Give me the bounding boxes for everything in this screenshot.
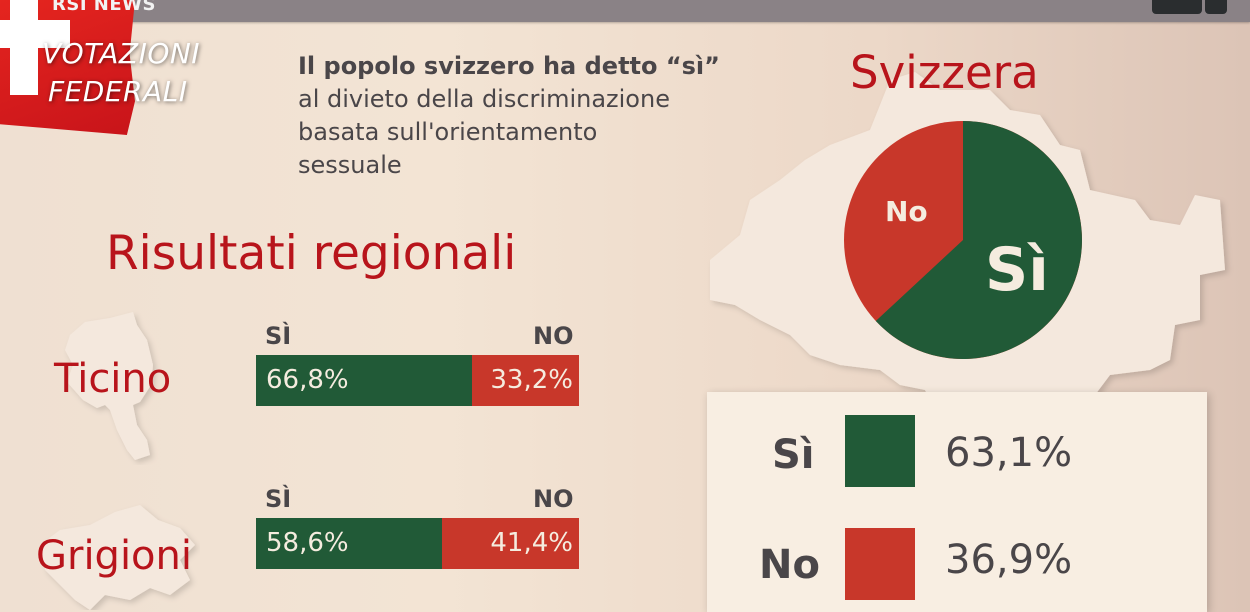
national-legend: Sì 63,1% No 36,9% bbox=[707, 392, 1207, 612]
grigioni-map-icon bbox=[40, 505, 195, 610]
brand-label: RSI NEWS bbox=[52, 0, 156, 15]
national-pie-chart bbox=[844, 121, 1082, 359]
logo-block-icon bbox=[1205, 0, 1227, 14]
region-name-grigioni: Grigioni bbox=[36, 533, 192, 579]
region-name-ticino: Ticino bbox=[54, 356, 172, 402]
legend-swatch-si bbox=[845, 415, 915, 487]
ticino-result-bar: 66,8% 33,2% bbox=[256, 355, 579, 406]
grigioni-result-bar: 58,6% 41,4% bbox=[256, 518, 579, 569]
legend-label-no: No bbox=[759, 542, 820, 588]
headline-line: al divieto della discriminazione bbox=[298, 85, 670, 113]
ticino-map-icon bbox=[65, 312, 153, 460]
pie-label-no: No bbox=[885, 195, 928, 228]
pie-label-si: Sì bbox=[985, 235, 1049, 305]
regional-title: Risultati regionali bbox=[106, 226, 517, 281]
logo-block-icon bbox=[1152, 0, 1202, 14]
top-bar bbox=[0, 0, 1250, 22]
bar-segment-no: 33,2% bbox=[472, 355, 579, 406]
legend-value-si: 63,1% bbox=[945, 430, 1073, 476]
headline-line: basata sull'orientamento bbox=[298, 118, 598, 146]
headline-line: sessuale bbox=[298, 151, 402, 179]
headline: Il popolo svizzero ha detto “sì” al divi… bbox=[298, 50, 768, 182]
legend-label-si: Sì bbox=[772, 432, 815, 478]
bar-segment-no: 41,4% bbox=[442, 518, 579, 569]
headline-bold: Il popolo svizzero ha detto “sì” bbox=[298, 52, 720, 80]
pie-slice-si bbox=[875, 121, 1082, 359]
bar-segment-si: 58,6% bbox=[256, 518, 442, 569]
section-title-line1: VOTAZIONI bbox=[42, 37, 201, 70]
legend-value-no: 36,9% bbox=[945, 537, 1073, 583]
bar-header-no: NO bbox=[533, 322, 574, 350]
section-title: VOTAZIONI FEDERALI bbox=[42, 35, 200, 111]
swiss-flag-icon bbox=[0, 0, 135, 135]
legend-swatch-no bbox=[845, 528, 915, 600]
bar-header-no: NO bbox=[533, 485, 574, 513]
bar-segment-si: 66,8% bbox=[256, 355, 472, 406]
section-title-line2: FEDERALI bbox=[48, 75, 188, 108]
bar-header-si: SÌ bbox=[265, 322, 292, 350]
bar-header-si: SÌ bbox=[265, 485, 292, 513]
national-title: Svizzera bbox=[850, 46, 1039, 99]
